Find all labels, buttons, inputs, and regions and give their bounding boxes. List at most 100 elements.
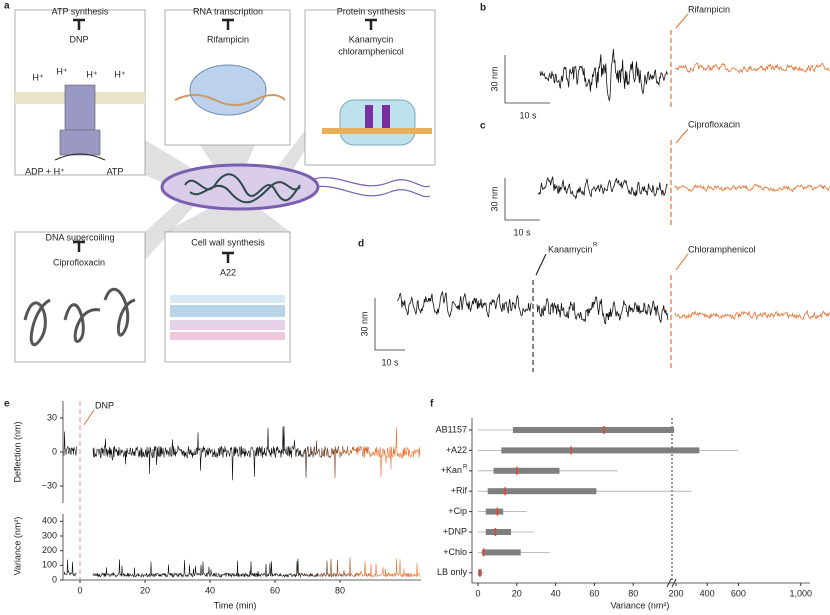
drug: Rifampicin [207, 34, 249, 44]
superscript: R [463, 464, 468, 470]
box [512, 427, 674, 433]
supercoiled-dna [23, 287, 136, 346]
tRNA [365, 105, 373, 130]
x-tick-label: 40 [205, 585, 215, 595]
panel-label: e [4, 399, 10, 410]
drug: Kanamycin [349, 34, 394, 44]
category-label: +Chlo [443, 547, 467, 557]
x-tick-label: 200 [668, 588, 683, 598]
panel-label: c [480, 121, 486, 132]
drug: Chloramphenicol [688, 244, 756, 254]
category-label: +A22 [446, 445, 467, 455]
cell-wall-layer [170, 305, 285, 317]
funnel [165, 205, 290, 232]
trace [674, 309, 830, 321]
x-tick-label: 20 [512, 588, 522, 598]
y-tick-label: 300 [42, 530, 57, 540]
tRNA [382, 105, 390, 130]
trace [63, 559, 77, 577]
x-axis-label: Variance (nm²) [611, 600, 670, 610]
drug: Kanamycin [548, 244, 593, 254]
box [501, 447, 700, 454]
cell-wall-layer [170, 332, 285, 340]
panel-label: f [430, 399, 434, 410]
arrow [83, 409, 95, 426]
panel-label: b [480, 3, 486, 14]
x-tick-label: 80 [628, 588, 638, 598]
y-tick-label: 400 [42, 516, 57, 526]
y-tick-label: 30 [47, 412, 57, 422]
trace [92, 425, 421, 481]
funnel [200, 145, 255, 168]
trace [674, 62, 830, 74]
trace [92, 557, 421, 578]
drug: Rifampicin [688, 4, 730, 14]
category-label: +DNP [443, 526, 467, 536]
flagella [309, 177, 431, 198]
y-tick-label: 0 [52, 446, 57, 456]
cell-wall-layer [170, 320, 285, 330]
x-tick-label: 80 [335, 585, 345, 595]
box-title: ATP synthesis [52, 6, 109, 16]
x-tick-label: 600 [731, 588, 746, 598]
trace [674, 183, 830, 193]
scale-x: 10 s [519, 110, 537, 120]
scale-y: 30 nm [489, 66, 499, 91]
mrna [322, 128, 432, 134]
funnel [275, 130, 305, 175]
box-title: RNA transcription [193, 6, 263, 16]
box-title: Cell wall synthesis [191, 237, 265, 247]
panel-label: d [358, 239, 364, 250]
scale-x: 10 s [381, 357, 399, 367]
y-tick-label: 0 [52, 574, 57, 584]
y-axis-label: Variance (nm²) [12, 517, 22, 576]
x-tick-label: 0 [475, 588, 480, 598]
panel-label: a [4, 1, 10, 12]
x-tick-label: 60 [270, 585, 280, 595]
drug: A22 [220, 267, 236, 277]
x-tick-label: 400 [700, 588, 715, 598]
scale-y: 30 nm [489, 186, 499, 211]
reaction-arrow [54, 153, 106, 161]
proton: H⁺ [32, 72, 43, 82]
proton: H⁺ [86, 69, 97, 79]
cell-wall-layer [170, 295, 285, 303]
drug: DNP [69, 34, 88, 44]
y-tick-label: 100 [42, 560, 57, 570]
drug: DNP [95, 400, 114, 410]
category-label: +Kan [441, 465, 462, 475]
trace [397, 291, 532, 318]
box-title: Protein synthesis [337, 6, 406, 16]
x-tick-label: 20 [140, 585, 150, 595]
arrow [535, 253, 547, 276]
trace [539, 49, 668, 102]
rna-polymerase [189, 64, 267, 116]
box [481, 549, 521, 556]
axis [62, 401, 421, 581]
atp-synthase [59, 84, 101, 156]
bacterium [160, 163, 320, 211]
drug: chloramphenicol [338, 46, 404, 56]
box [485, 529, 511, 535]
reactants: ADP + H⁺ [25, 166, 65, 176]
axis [471, 418, 810, 584]
box [485, 508, 504, 515]
category-label: +Cip [448, 506, 467, 516]
drug: Ciprofloxacin [688, 119, 740, 129]
trace [537, 176, 668, 200]
y-axis-label: Deflection (nm) [12, 421, 22, 482]
trace [536, 296, 669, 325]
scale-bar [374, 55, 550, 351]
category-label: +Rif [451, 486, 468, 496]
y-tick-label: −30 [42, 480, 57, 490]
chromosome [184, 173, 301, 204]
category-label: LB only [437, 567, 468, 577]
x-tick-label: 60 [589, 588, 599, 598]
dna-strand [174, 94, 286, 106]
proton: H⁺ [56, 66, 67, 76]
x-tick-label: 0 [77, 585, 82, 595]
x-tick-label: 40 [551, 588, 561, 598]
drug: Ciprofloxacin [53, 257, 105, 267]
axis-break [666, 578, 677, 588]
